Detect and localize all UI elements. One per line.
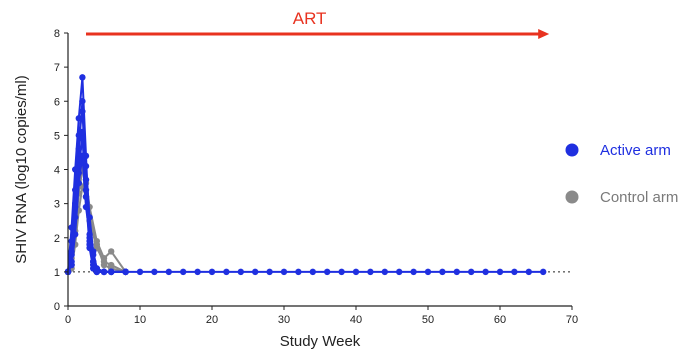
y-tick-label: 4 [54,165,60,177]
data-point [367,268,374,276]
data-point [424,268,432,276]
y-tick-label: 2 [54,233,60,245]
data-point [237,268,244,276]
data-point [100,261,108,269]
data-point [79,98,86,105]
data-point [352,268,360,276]
art-arrow-head [538,29,550,39]
legend-label: Control arm [600,189,678,206]
y-tick-label: 6 [54,96,60,108]
x-tick-label: 30 [278,314,290,326]
data-point [266,268,273,276]
data-point [79,128,86,136]
x-tick-label: 20 [206,314,218,326]
y-tick-label: 0 [54,301,60,313]
series-layer [64,74,547,276]
legend-marker [565,143,579,157]
data-point [165,268,172,276]
x-axis-title: Study Week [280,333,361,350]
data-point [410,268,417,276]
data-point [525,268,532,276]
data-point [453,268,460,276]
y-axis-ticks: 0 1 2 3 4 5 6 7 8 [54,28,68,313]
series-active-arm [64,74,547,276]
data-point [482,268,489,276]
data-point [280,268,288,276]
data-point [223,268,230,276]
data-point [439,268,446,276]
data-point [72,203,79,211]
data-point [100,268,108,276]
x-tick-label: 10 [134,314,146,326]
y-tick-label: 3 [54,199,60,211]
x-tick-label: 40 [350,314,362,326]
legend-label: Active arm [600,142,671,159]
data-point [122,268,129,276]
data-point [511,268,518,276]
data-point [79,135,86,142]
data-point [82,186,90,194]
data-point [108,268,115,276]
data-point [252,268,259,276]
data-point [194,268,201,276]
data-point [180,268,187,276]
x-tick-label: 50 [422,314,434,326]
data-point [396,268,403,276]
data-point [540,268,547,276]
data-point [108,248,115,255]
data-point [496,268,504,276]
data-point [79,108,86,115]
data-point [93,241,101,248]
x-tick-label: 60 [494,314,506,326]
y-tick-label: 1 [54,267,60,279]
data-point [136,268,144,276]
data-point [90,258,97,265]
data-point [151,268,158,276]
art-annotation: ART [86,9,550,39]
series-line [67,76,544,273]
axes [67,33,572,307]
y-tick-label: 5 [54,130,60,142]
data-point [309,268,316,276]
data-point [79,74,86,81]
data-point [208,268,216,276]
data-point [75,156,83,163]
art-label: ART [293,9,327,28]
data-point [93,268,101,276]
legend-marker [565,190,579,204]
x-tick-label: 70 [566,314,578,326]
y-tick-label: 8 [54,28,60,40]
data-point [324,268,331,276]
data-point [68,248,75,255]
data-point [295,268,302,276]
legend: Active arm Control arm [565,142,678,206]
data-point [468,268,475,276]
data-point [86,241,93,248]
x-axis-ticks: 0 10 20 30 40 50 60 70 [65,306,578,326]
data-point [381,268,388,276]
x-tick-label: 0 [65,314,71,326]
y-axis-title: SHIV RNA (log10 copies/ml) [13,75,30,263]
y-tick-label: 7 [54,62,60,74]
data-point [338,268,345,276]
